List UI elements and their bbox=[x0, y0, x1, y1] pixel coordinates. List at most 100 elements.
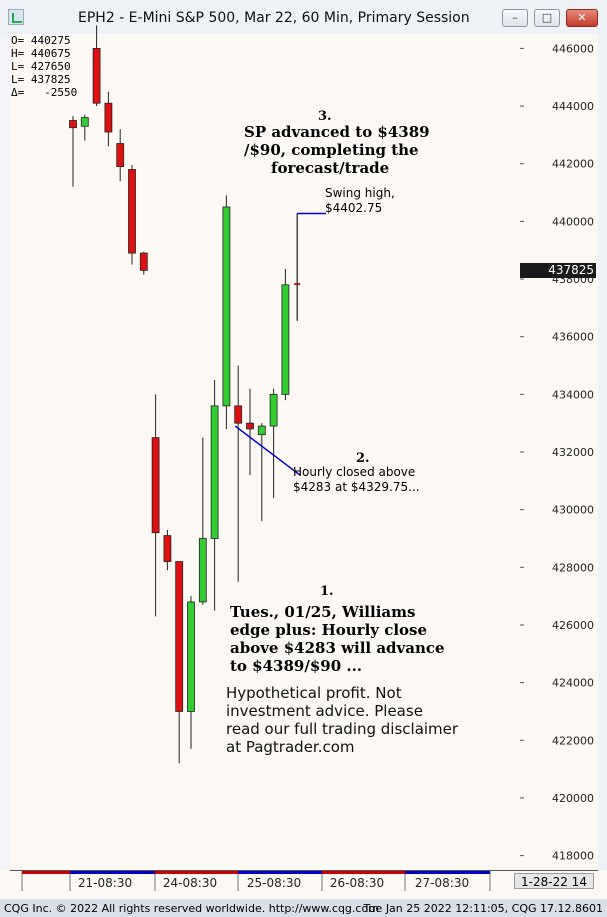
disclaimer-line2: investment advice. Please bbox=[226, 702, 423, 720]
annotation-3-line2: /$90, completing the bbox=[244, 141, 419, 159]
minimize-icon: – bbox=[512, 11, 518, 24]
close-icon: ✕ bbox=[577, 11, 587, 24]
candle-body bbox=[128, 169, 136, 254]
status-footer: CQG Inc. © 2022 All rights reserved worl… bbox=[0, 899, 607, 917]
candle-body bbox=[151, 437, 160, 534]
annotation-2-pointer bbox=[234, 425, 301, 476]
price-axis[interactable] bbox=[520, 34, 598, 870]
y-tick-label: 432000 bbox=[552, 446, 594, 459]
y-tick-label: 422000 bbox=[552, 734, 594, 747]
annotation-1-line1: Tues., 01/25, Williams bbox=[230, 603, 416, 621]
y-tick-label: 428000 bbox=[552, 561, 594, 574]
x-session-strip bbox=[322, 871, 405, 874]
annotation-3-line1: SP advanced to $4389 bbox=[244, 123, 430, 141]
candle-body bbox=[163, 535, 172, 562]
candle-body bbox=[80, 117, 89, 127]
candle bbox=[187, 596, 195, 749]
annotation-1-line3: above $4283 will advance bbox=[230, 639, 445, 657]
x-tick-label: 21-08:30 bbox=[78, 876, 132, 890]
candle bbox=[80, 114, 89, 141]
chart-app-icon bbox=[8, 9, 24, 25]
candle bbox=[222, 195, 231, 429]
disclaimer-line3: read our full trading disclaimer bbox=[226, 720, 459, 738]
maximize-icon: □ bbox=[541, 11, 553, 24]
annotation-2-line1: Hourly closed above bbox=[293, 465, 416, 479]
annotation-1-line4: to $4389/$90 ... bbox=[230, 657, 363, 675]
time-axis[interactable] bbox=[10, 870, 598, 893]
candle-body bbox=[257, 425, 266, 436]
candle bbox=[246, 388, 254, 476]
candle bbox=[163, 529, 172, 571]
plot-area[interactable] bbox=[10, 34, 521, 870]
x-session-strip bbox=[238, 871, 322, 874]
y-tick-label: 436000 bbox=[552, 331, 594, 344]
candle bbox=[139, 251, 148, 275]
swing-high-label: Swing high, bbox=[325, 186, 395, 200]
candle-body bbox=[116, 143, 125, 168]
y-tick-label: 426000 bbox=[552, 619, 594, 632]
candle-body bbox=[222, 206, 231, 407]
candle bbox=[104, 91, 113, 147]
candle-body bbox=[139, 252, 148, 271]
y-tick-label: 418000 bbox=[552, 850, 594, 863]
swing-high-value: $4402.75 bbox=[325, 201, 383, 215]
maximize-button[interactable]: □ bbox=[534, 9, 560, 27]
candle bbox=[92, 25, 101, 107]
window-title: EPH2 - E-Mini S&P 500, Mar 22, 60 Min, P… bbox=[78, 10, 470, 26]
y-tick-label: 420000 bbox=[552, 792, 594, 805]
minimize-button[interactable]: – bbox=[502, 9, 528, 27]
candle bbox=[269, 388, 278, 499]
candle-body bbox=[187, 601, 195, 712]
annotation-1-line2: edge plus: Hourly close bbox=[230, 621, 428, 639]
candle-body bbox=[210, 405, 219, 539]
candle-body bbox=[246, 422, 254, 430]
ohlc-high: H= 440675 bbox=[11, 47, 71, 60]
x-tick-label: 25-08:30 bbox=[247, 876, 301, 890]
y-tick-label: 424000 bbox=[552, 677, 594, 690]
date-tag: 1-28-22 14 bbox=[514, 873, 594, 889]
candle-body bbox=[92, 48, 101, 104]
annotation-1-number: 1. bbox=[320, 584, 334, 599]
candle bbox=[128, 165, 136, 265]
disclaimer-line1: Hypothetical profit. Not bbox=[226, 684, 402, 702]
y-tick-label: 442000 bbox=[552, 158, 594, 171]
ohlc-last: L= 437825 bbox=[11, 73, 71, 86]
copyright-text: CQG Inc. © 2022 All rights reserved worl… bbox=[4, 902, 379, 915]
annotation-2-number: 2. bbox=[356, 451, 370, 466]
annotation-3-number: 3. bbox=[318, 109, 332, 124]
candle-body bbox=[269, 393, 278, 427]
candle bbox=[234, 365, 243, 582]
candle-body bbox=[198, 538, 207, 603]
candle bbox=[69, 116, 77, 187]
last-price-tag: 437825 bbox=[520, 263, 596, 278]
y-tick-label: 440000 bbox=[552, 215, 594, 228]
close-button[interactable]: ✕ bbox=[566, 9, 598, 27]
y-tick-label: 444000 bbox=[552, 100, 594, 113]
disclaimer-line4: at Pagtrader.com bbox=[226, 738, 355, 756]
candle-body bbox=[175, 561, 184, 712]
y-tick-label: 446000 bbox=[552, 42, 594, 55]
vertical-scrollbar[interactable] bbox=[598, 34, 607, 870]
x-tick-label: 24-08:30 bbox=[163, 876, 217, 890]
title-bar[interactable]: EPH2 - E-Mini S&P 500, Mar 22, 60 Min, P… bbox=[0, 0, 607, 35]
candle bbox=[116, 129, 125, 182]
y-tick-label: 430000 bbox=[552, 504, 594, 517]
x-tick-label: 26-08:30 bbox=[330, 876, 384, 890]
x-session-strip bbox=[22, 871, 70, 874]
candle-body bbox=[281, 284, 290, 395]
x-session-strip bbox=[405, 871, 490, 874]
ohlc-low: L= 427650 bbox=[11, 60, 71, 73]
candle-body bbox=[69, 120, 77, 129]
ohlc-delta: Δ= -2550 bbox=[11, 86, 78, 99]
x-session-strip bbox=[155, 871, 238, 874]
candle bbox=[151, 394, 160, 617]
candle-body bbox=[104, 102, 113, 133]
candle bbox=[281, 268, 290, 401]
disclaimer-text: Hypothetical profit. Not investment advi… bbox=[226, 684, 466, 756]
x-session-strip bbox=[70, 871, 155, 874]
x-tick-label: 27-08:30 bbox=[415, 876, 469, 890]
candle bbox=[175, 561, 184, 764]
candle bbox=[257, 423, 266, 522]
